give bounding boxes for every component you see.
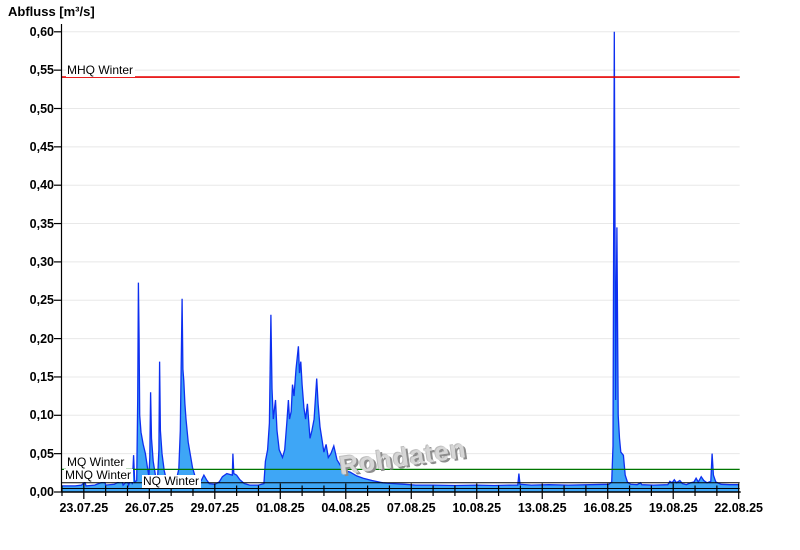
refline-label-mnq-winter: MNQ Winter xyxy=(64,468,133,483)
x-tick-label: 23.07.25 xyxy=(59,501,109,515)
x-tick-label: 16.08.25 xyxy=(583,501,633,515)
y-tick-label: 0,00 xyxy=(29,485,54,499)
x-tick-label: 01.08.25 xyxy=(255,501,305,515)
x-tick-label: 10.08.25 xyxy=(452,501,502,515)
refline-label-mhq-winter: MHQ Winter xyxy=(66,62,135,77)
y-tick-label: 0,15 xyxy=(29,369,54,384)
y-tick-label: 0,10 xyxy=(29,408,54,423)
y-tick-label: 0,50 xyxy=(29,101,54,116)
x-tick-label: 29.07.25 xyxy=(190,501,240,515)
chart-title: Abfluss [m³/s] xyxy=(8,4,95,19)
x-tick-label: 07.08.25 xyxy=(386,501,436,515)
y-tick-label: 0,05 xyxy=(29,446,54,461)
y-tick-label: 0,20 xyxy=(29,331,54,346)
x-tick-label: 04.08.25 xyxy=(321,501,371,515)
y-tick-label: 0,30 xyxy=(29,254,54,269)
y-tick-label: 0,40 xyxy=(29,178,54,193)
x-tick-label: 26.07.25 xyxy=(124,501,174,515)
refline-label-mq-winter: MQ Winter xyxy=(66,454,127,469)
x-tick-label: 22.08.25 xyxy=(714,501,764,515)
x-tick-label: 13.08.25 xyxy=(517,501,567,515)
y-tick-label: 0,55 xyxy=(29,63,54,78)
refline-label-nq-winter: NQ Winter xyxy=(142,474,202,489)
y-tick-label: 0,35 xyxy=(29,216,54,231)
y-tick-label: 0,60 xyxy=(29,24,54,39)
y-tick-label: 0,25 xyxy=(29,293,54,308)
x-tick-label: 19.08.25 xyxy=(648,501,698,515)
series-line xyxy=(62,31,739,488)
y-tick-label: 0,45 xyxy=(29,139,54,154)
